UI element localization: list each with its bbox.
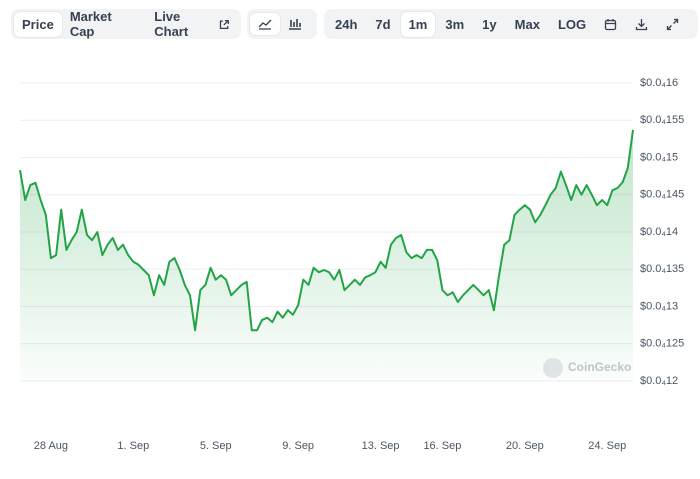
expand[interactable] [658,13,687,36]
expand-icon [666,18,679,30]
y-tick-label: $0.0₄13 [640,300,678,312]
log-toggle[interactable]: LOG [557,16,587,32]
y-tick-label: $0.0₄155 [640,114,684,126]
view-tabs: Price Market Cap Live Chart [11,9,241,39]
y-tick-label: $0.0₄145 [640,189,684,201]
calendar-icon [604,18,617,30]
range[interactable]: 24h [335,16,358,32]
x-tick-label: 1. Sep [117,440,149,452]
candle-style[interactable] [280,13,310,35]
x-tick-label: 5. Sep [200,440,232,452]
x-tick-label: 13. Sep [362,440,400,452]
external-icon [220,19,230,29]
y-tick-label: $0.0₄12 [640,375,678,387]
x-tick-label: 9. Sep [282,440,314,452]
candle-icon [289,19,301,30]
x-tick-label: 28 Aug [34,440,68,452]
y-tick-label: $0.0₄14 [640,226,678,238]
tab-label: Live Chart [154,9,189,39]
download[interactable] [627,13,656,36]
watermark: CoinGecko [543,358,631,378]
x-tick-label: 24. Sep [588,440,626,452]
x-tick-label: 16. Sep [423,440,461,452]
y-tick-label: $0.0₄15 [640,151,678,163]
calendar[interactable] [596,13,625,36]
line-icon [258,19,272,30]
tab[interactable]: Live Chart [146,4,238,44]
range[interactable]: 7d [375,16,391,32]
download-icon [635,18,648,30]
watermark-text: CoinGecko [568,360,631,374]
range[interactable]: 3m [445,16,465,32]
chart-style [247,9,317,39]
price-area [20,129,633,381]
price-line [19,129,634,332]
tab[interactable]: Price [14,11,62,37]
range[interactable]: Max [514,16,540,32]
tab[interactable]: Market Cap [69,9,112,39]
line-style[interactable] [250,13,280,35]
y-tick-label: $0.0₄135 [640,263,684,275]
range[interactable]: 1y [482,16,497,32]
y-tick-label: $0.0₄16 [640,77,678,89]
x-tick-label: 20. Sep [506,440,544,452]
range[interactable]: 1m [400,11,436,37]
range-tabs: 24h 7d 1m 3m 1y Max LOG [324,9,698,39]
y-tick-label: $0.0₄125 [640,338,684,350]
